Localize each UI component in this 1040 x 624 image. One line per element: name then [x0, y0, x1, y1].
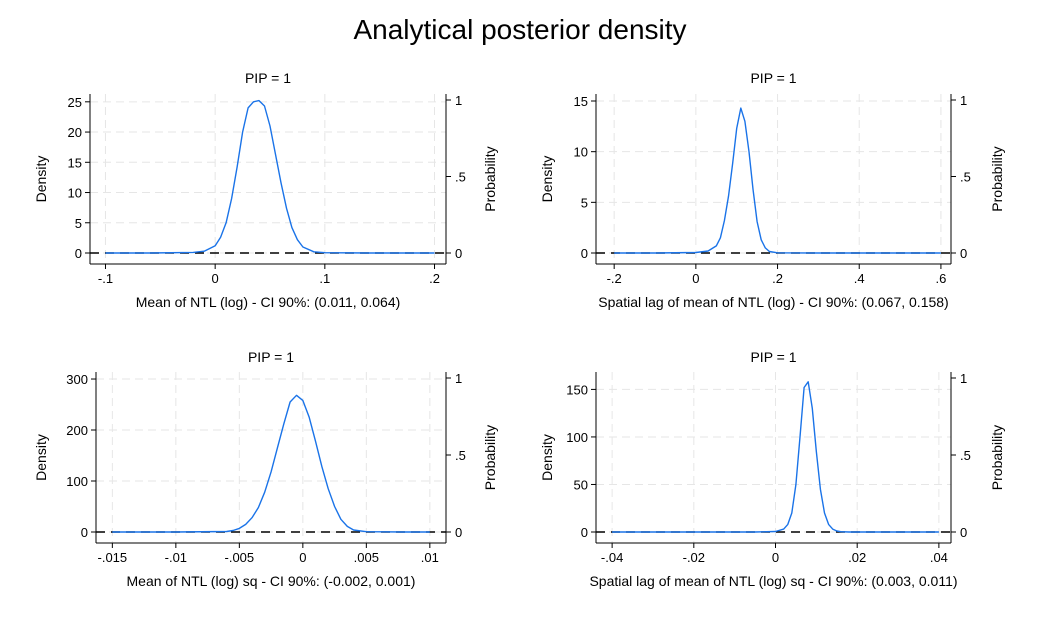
y-tick-label: 150: [566, 382, 588, 397]
y2-tick-label: 1: [455, 371, 462, 386]
y-tick-label: 10: [68, 186, 82, 201]
y-tick-label: 0: [81, 525, 88, 540]
density-line: [612, 381, 939, 533]
x-tick-label: -.02: [683, 550, 705, 565]
y-axis-label: Density: [539, 156, 555, 203]
y2-tick-label: .5: [455, 448, 466, 463]
y-tick-label: 15: [68, 155, 82, 170]
y-tick-label: 300: [66, 372, 88, 387]
x-axis-label: Mean of NTL (log) sq - CI 90%: (-0.002, …: [127, 573, 416, 589]
x-tick-label: .02: [848, 550, 866, 565]
y-tick-label: 15: [574, 94, 588, 109]
panel-subtitle: PIP = 1: [245, 70, 291, 86]
y2-tick-label: .5: [960, 170, 971, 185]
y-tick-label: 0: [75, 246, 82, 261]
y-axis-label: Density: [33, 434, 49, 481]
panel-mean-ntl-sq: -.015 -.01 -.005 0 .005 .01 0 100 200 300 0 .5 1 PIP …: [33, 349, 498, 589]
panel-subtitle: PIP = 1: [248, 349, 294, 365]
y2-tick-label: 1: [960, 93, 967, 108]
y-tick-label: 10: [574, 145, 588, 160]
y-tick-label: 25: [68, 95, 82, 110]
y2-tick-label: 0: [960, 246, 967, 261]
x-tick-label: -.1: [98, 271, 113, 286]
density-line: [112, 394, 430, 533]
panel-mean-ntl: -.1 0 .1 .2 0 5 10 15 20 25 0 .5 1 PIP = 1 Mean of NTL…: [33, 70, 498, 310]
y2-tick-label: 0: [455, 525, 462, 540]
y2-tick-label: 0: [960, 525, 967, 540]
y-tick-label: 0: [581, 525, 588, 540]
x-axis-label: Spatial lag of mean of NTL (log) - CI 90…: [598, 294, 948, 310]
x-tick-label: .2: [429, 271, 440, 286]
density-line: [105, 99, 435, 254]
x-tick-label: 0: [772, 550, 779, 565]
y2-tick-label: .5: [455, 170, 466, 185]
y2-tick-label: .5: [960, 448, 971, 463]
x-tick-label: -.04: [601, 550, 623, 565]
y2-tick-label: 0: [455, 246, 462, 261]
x-tick-label: -.2: [607, 271, 622, 286]
x-tick-label: -.005: [225, 550, 255, 565]
x-tick-label: .4: [854, 271, 865, 286]
x-tick-label: 0: [692, 271, 699, 286]
x-tick-label: 0: [212, 271, 219, 286]
panel-spatial-lag-mean-ntl: -.2 0 .2 .4 .6 0 5 10 15 0 .5 1 PIP = 1 Spatial lag o…: [539, 70, 1005, 310]
y-tick-label: 5: [75, 216, 82, 231]
y2-axis-label: Probability: [989, 425, 1005, 490]
x-tick-label: -.01: [165, 550, 187, 565]
x-tick-label: .1: [319, 271, 330, 286]
y-tick-label: 50: [574, 477, 588, 492]
density-line: [614, 107, 941, 254]
x-tick-label: .01: [421, 550, 439, 565]
y-tick-label: 200: [66, 423, 88, 438]
y2-tick-label: 1: [455, 93, 462, 108]
x-tick-label: 0: [299, 550, 306, 565]
x-axis-label: Mean of NTL (log) - CI 90%: (0.011, 0.06…: [136, 294, 401, 310]
y2-tick-label: 1: [960, 371, 967, 386]
y-axis-label: Density: [33, 156, 49, 203]
panel-subtitle: PIP = 1: [750, 70, 796, 86]
y-axis-label: Density: [539, 434, 555, 481]
y2-axis-label: Probability: [482, 425, 498, 490]
main-title: Analytical posterior density: [353, 14, 687, 45]
x-tick-label: -.015: [98, 550, 128, 565]
y2-axis-label: Probability: [482, 146, 498, 211]
y-tick-label: 100: [66, 474, 88, 489]
y-tick-label: 5: [581, 195, 588, 210]
x-tick-label: .04: [930, 550, 948, 565]
y-tick-label: 20: [68, 125, 82, 140]
y2-axis-label: Probability: [989, 146, 1005, 211]
x-tick-label: .2: [772, 271, 783, 286]
x-axis-label: Spatial lag of mean of NTL (log) sq - CI…: [589, 573, 957, 589]
x-tick-label: .005: [354, 550, 379, 565]
panel-subtitle: PIP = 1: [750, 349, 796, 365]
y-tick-label: 0: [581, 246, 588, 261]
x-tick-label: .6: [935, 271, 946, 286]
y-tick-label: 100: [566, 430, 588, 445]
